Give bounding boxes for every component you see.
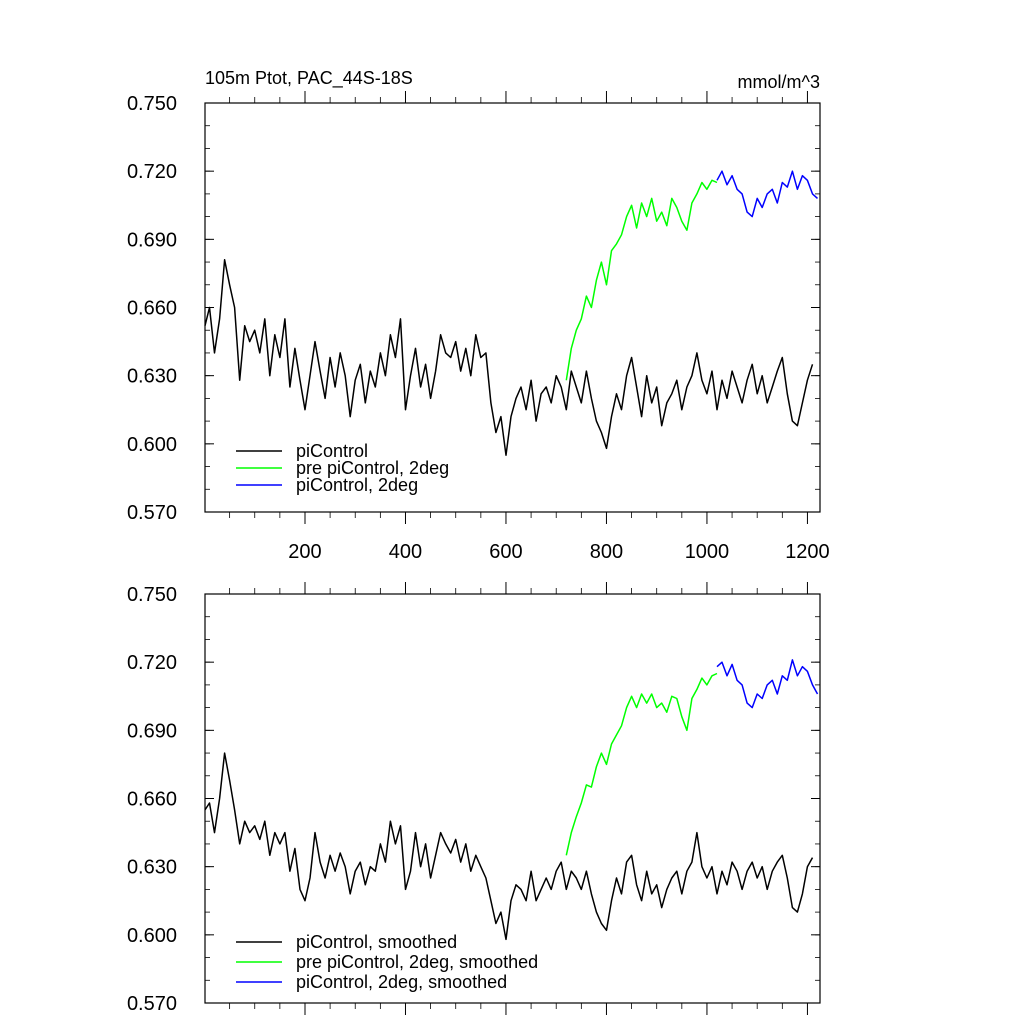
legend-label: piControl, 2deg, smoothed xyxy=(296,972,507,992)
y-tick-label: 0.600 xyxy=(127,434,177,456)
y-tick-label: 0.690 xyxy=(127,720,177,742)
top-panel: 105m Ptot, PAC_44S-18S mmol/m^3 0.570 0.6… xyxy=(127,68,830,563)
legend-label: piControl, 2deg xyxy=(296,475,418,495)
x-tick-label: 600 xyxy=(489,541,522,563)
y-tick-label: 0.630 xyxy=(127,857,177,879)
legend-label: pre piControl, 2deg xyxy=(296,458,449,478)
y-tick-label: 0.570 xyxy=(127,993,177,1015)
series-line-3 xyxy=(716,659,819,709)
series-line-3 xyxy=(716,170,819,218)
units-label: mmol/m^3 xyxy=(738,72,820,92)
x-tick-label: 800 xyxy=(590,541,623,563)
x-tick-label: 1200 xyxy=(785,541,830,563)
series-line-1 xyxy=(204,259,814,456)
y-tick-label: 0.630 xyxy=(127,366,177,388)
x-tick-label: 200 xyxy=(288,541,321,563)
series-line-2 xyxy=(565,179,718,381)
chart-title: 105m Ptot, PAC_44S-18S xyxy=(205,68,413,89)
y-tick-label: 0.750 xyxy=(127,584,177,606)
y-tick-label: 0.570 xyxy=(127,502,177,524)
y-tick-label: 0.750 xyxy=(127,93,177,115)
legend-label: piControl xyxy=(296,441,368,461)
y-tick-label: 0.660 xyxy=(127,298,177,320)
legend-label: pre piControl, 2deg, smoothed xyxy=(296,952,538,972)
y-tick-label: 0.600 xyxy=(127,925,177,947)
bottom-panel: 0.570 0.600 0.630 0.660 0.690 0.720 0.750 piCo… xyxy=(127,582,821,1015)
y-tick-label: 0.690 xyxy=(127,229,177,251)
series-line-1 xyxy=(204,752,814,941)
top-series-group xyxy=(204,170,819,456)
top-axes: 0.570 0.600 0.630 0.660 0.690 0.720 0.750 200 40… xyxy=(127,91,830,563)
y-tick-label: 0.660 xyxy=(127,789,177,811)
x-tick-label: 400 xyxy=(389,541,422,563)
y-tick-label: 0.720 xyxy=(127,161,177,183)
y-tick-label: 0.720 xyxy=(127,652,177,674)
bottom-axes: 0.570 0.600 0.630 0.660 0.690 0.720 0.750 xyxy=(127,582,821,1015)
series-line-2 xyxy=(565,672,718,856)
bottom-series-group xyxy=(204,659,819,941)
x-tick-label: 1000 xyxy=(685,541,730,563)
legend-label: piControl, smoothed xyxy=(296,932,457,952)
